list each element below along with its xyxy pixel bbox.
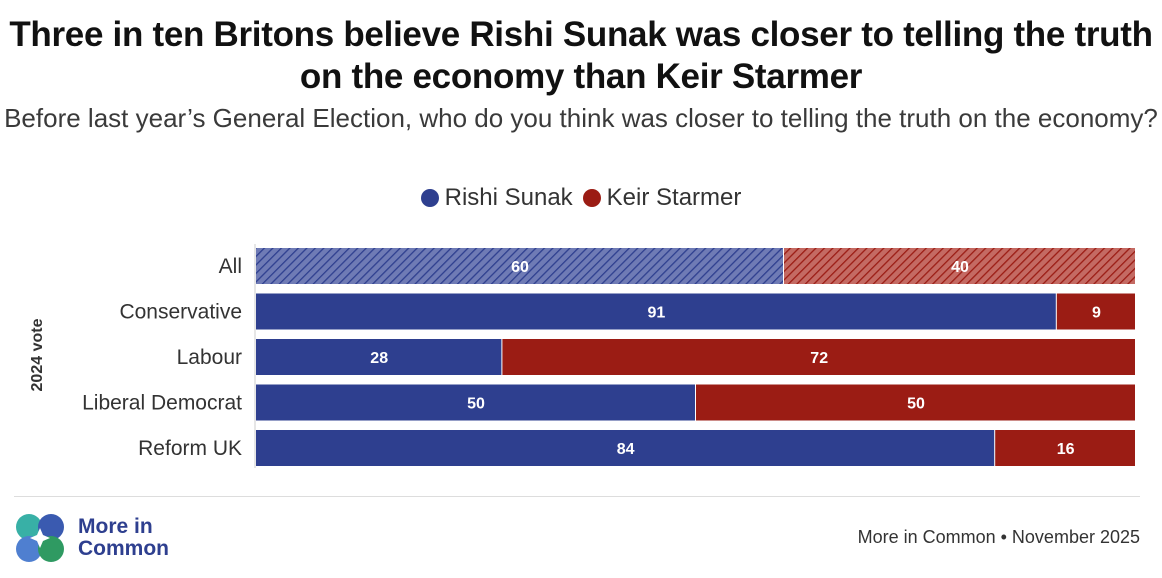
legend-label-starmer: Keir Starmer xyxy=(606,184,742,211)
logo-line-2: Common xyxy=(78,537,169,560)
chart-title: Three in ten Britons believe Rishi Sunak… xyxy=(9,15,1153,96)
legend: Rishi Sunak Keir Starmer xyxy=(0,184,1162,212)
bar-liberal-democrat-keir-starmer xyxy=(696,384,1135,421)
logo-wordmark: More in Common xyxy=(78,516,169,560)
chart-subtitle: Before last year’s General Election, who… xyxy=(4,103,1158,133)
value-label-labour-keir-starmer: 72 xyxy=(810,350,828,367)
logo-line-1: More in xyxy=(78,515,153,538)
more-in-common-logo-icon xyxy=(16,514,64,562)
legend-label-sunak: Rishi Sunak xyxy=(444,184,573,211)
category-label-conservative: Conservative xyxy=(119,301,242,324)
value-label-reform-uk-keir-starmer: 16 xyxy=(1057,441,1075,458)
bar-labour-rishi-sunak xyxy=(256,339,502,375)
category-label-reform-uk: Reform UK xyxy=(138,437,242,460)
bar-reform-uk-rishi-sunak xyxy=(256,430,995,466)
value-label-conservative-rishi-sunak: 91 xyxy=(648,305,666,322)
bar-all-keir-starmer xyxy=(784,248,1135,284)
value-label-liberal-democrat-rishi-sunak: 50 xyxy=(467,396,485,413)
legend-item-sunak: Rishi Sunak xyxy=(420,184,573,212)
value-label-reform-uk-rishi-sunak: 84 xyxy=(617,441,635,458)
value-label-liberal-democrat-keir-starmer: 50 xyxy=(907,396,925,413)
value-label-all-rishi-sunak: 60 xyxy=(511,259,529,276)
brand-logo: More in Common xyxy=(14,512,169,564)
bar-labour-keir-starmer xyxy=(502,339,1135,375)
bar-all-rishi-sunak xyxy=(256,248,783,284)
bar-reform-uk-keir-starmer xyxy=(995,430,1135,466)
source-note: More in Common • November 2025 xyxy=(857,527,1140,547)
category-label-all: All xyxy=(219,255,242,278)
footer-divider xyxy=(14,496,1140,497)
value-label-labour-rishi-sunak: 28 xyxy=(370,350,388,367)
bar-conservative-keir-starmer xyxy=(1056,293,1135,330)
legend-swatch-sunak xyxy=(420,189,439,207)
legend-item-starmer: Keir Starmer xyxy=(582,184,742,212)
bars-layer: All 60 40 Conservative 91 9 Labour 28 72 Liberal … xyxy=(82,248,1135,466)
category-label-liberal-democrat: Liberal Democrat xyxy=(82,392,242,415)
bar-conservative-rishi-sunak xyxy=(256,293,1056,330)
value-label-all-keir-starmer: 40 xyxy=(951,259,969,276)
legend-swatch-starmer xyxy=(582,189,601,207)
value-label-conservative-keir-starmer: 9 xyxy=(1092,305,1101,322)
bar-liberal-democrat-rishi-sunak xyxy=(256,384,695,421)
bar-chart: All 60 40 Conservative 91 9 Labour 28 72 Liberal … xyxy=(82,244,1135,468)
category-label-labour: Labour xyxy=(177,346,242,369)
